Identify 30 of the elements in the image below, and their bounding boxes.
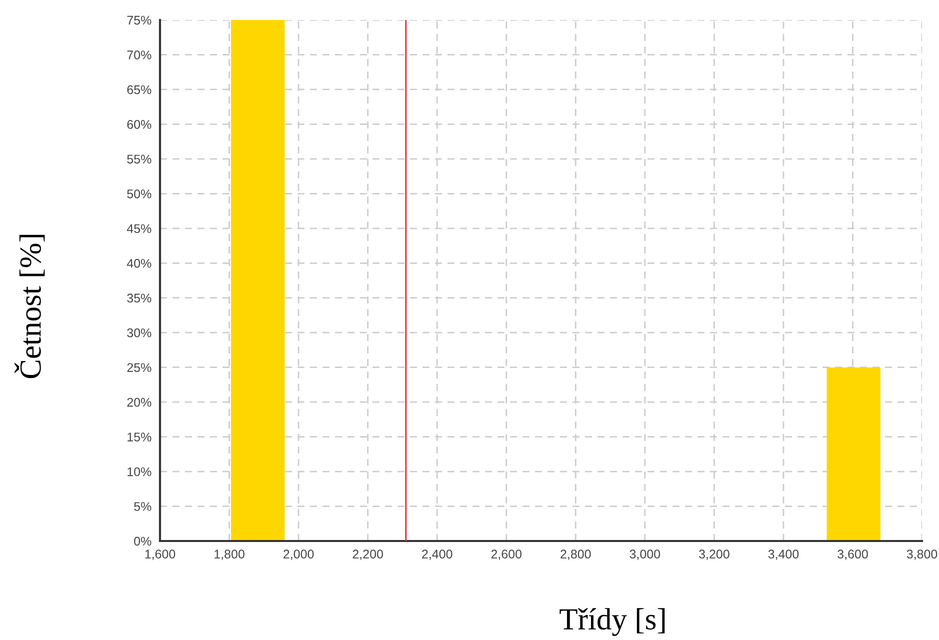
y-tick-label: 45% <box>126 224 152 234</box>
y-tick-label: 75% <box>127 16 152 25</box>
x-tick-label: 3,400 <box>768 550 799 560</box>
x-axis-title: Třídy [s] <box>560 608 665 636</box>
y-tick-label: 25% <box>127 363 152 372</box>
y-tick-label: 65% <box>127 85 152 94</box>
x-tick-label: 2,600 <box>491 550 522 560</box>
x-tick-label: 3,200 <box>699 550 730 560</box>
x-tick-label: 1,600 <box>145 550 176 560</box>
y-tick-label: 70% <box>127 50 152 60</box>
x-tick-label: 2,000 <box>284 550 314 560</box>
x-tick-label: 1,800 <box>214 550 244 560</box>
y-tick-label: 5% <box>134 502 152 511</box>
y-tick-label: 60% <box>127 120 152 129</box>
x-tick-label: 3,600 <box>838 550 868 560</box>
y-tick-label: 20% <box>127 398 152 407</box>
y-tick-label: 50% <box>127 189 152 198</box>
y-tick-label: 10% <box>128 467 152 476</box>
x-tick-label: 2,800 <box>560 550 591 560</box>
y-tick-label: 35% <box>127 294 152 303</box>
y-tick-label: 55% <box>127 154 152 164</box>
x-tick-label: 3,000 <box>630 550 660 560</box>
x-tick-label: 2,200 <box>352 550 383 560</box>
x-tick-label: 2,400 <box>422 550 452 560</box>
y-axis-title: Četnost [%] <box>14 234 45 378</box>
y-tick-label: 15% <box>128 432 152 442</box>
y-tick-label: 40% <box>126 258 152 268</box>
x-tick-label: 3,800 <box>906 550 938 560</box>
y-tick-label: 0% <box>134 536 152 546</box>
y-tick-label: 30% <box>127 328 152 338</box>
